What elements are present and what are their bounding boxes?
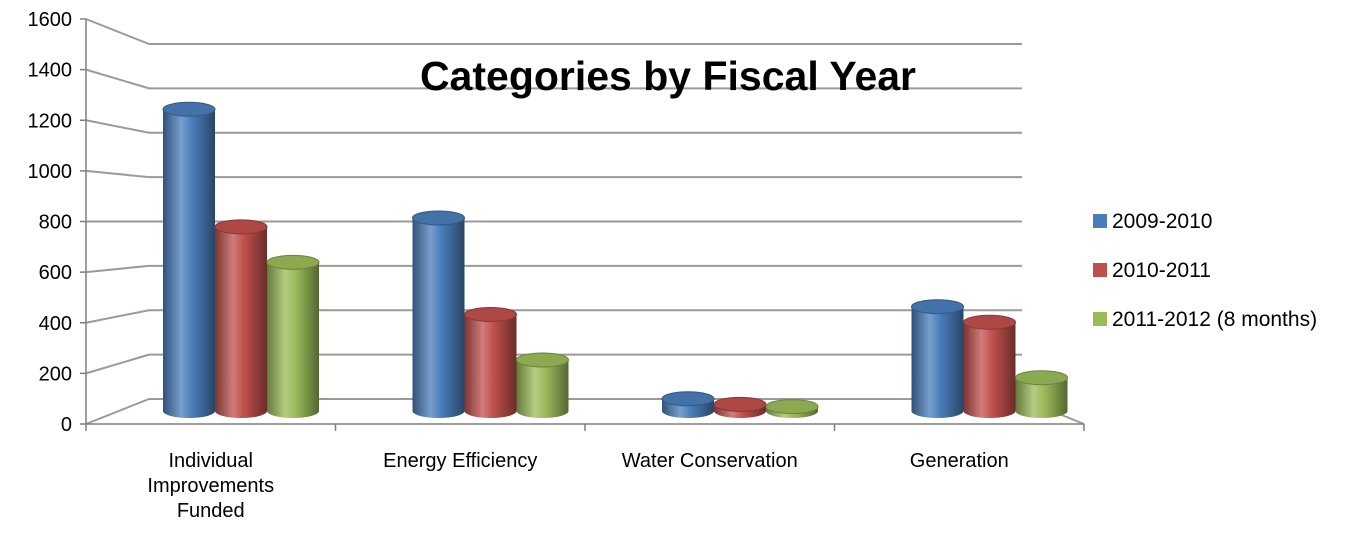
side-gridline (85, 18, 150, 45)
category-label-line: Individual (168, 450, 253, 472)
bar (214, 219, 268, 418)
bar-top (1015, 370, 1068, 386)
category-label-line: Improvements (147, 475, 274, 497)
y-tick-label: 600 (39, 262, 72, 284)
legend-label: 2009-2010 (1112, 210, 1212, 233)
side-gridline (85, 119, 150, 134)
bar-body (267, 262, 319, 418)
legend-label: 2010-2011 (1112, 259, 1211, 282)
bar-body (163, 109, 215, 418)
bar-top (713, 396, 767, 412)
bar-top (661, 391, 715, 407)
bars (162, 101, 1068, 418)
side-gridline (85, 169, 150, 179)
bar-top (963, 314, 1016, 330)
y-tick-label: 800 (39, 212, 72, 234)
bar (713, 396, 767, 418)
bar-top (765, 399, 819, 415)
bar-body (911, 306, 964, 418)
bar-body (516, 359, 569, 418)
y-tick-label: 1200 (28, 110, 73, 132)
category-label: Individual Improvements Funded (147, 450, 274, 522)
bar (911, 299, 964, 418)
bar-body (464, 314, 517, 418)
bar (266, 254, 320, 418)
bar-body (215, 226, 267, 418)
bar-body (1015, 377, 1068, 418)
bar-top (266, 254, 320, 270)
bar-top (464, 306, 517, 322)
bar-top (516, 352, 569, 368)
category-label: Water Conservation (622, 450, 798, 472)
bar (661, 391, 715, 418)
bar (162, 101, 216, 418)
y-tick-label: 1000 (28, 161, 73, 183)
side-gridline (85, 353, 150, 375)
side-gridline (85, 398, 150, 425)
bar (464, 306, 517, 418)
bar (1015, 370, 1068, 418)
legend-swatch (1093, 214, 1107, 228)
chart-title: Categories by Fiscal Year (420, 53, 916, 99)
legend-swatch (1093, 263, 1107, 277)
category-label-line: Energy Efficiency (383, 450, 537, 472)
legend: 2009-2010 2010-2011 2011-2012 (8 months) (1093, 210, 1317, 331)
category-label-line: Funded (177, 500, 245, 522)
bar-top (162, 101, 216, 117)
bar-body (412, 217, 465, 418)
y-tick-label: 200 (39, 363, 72, 385)
bar (412, 210, 465, 418)
category-label: Generation (910, 450, 1009, 472)
y-tick-label: 1600 (28, 9, 73, 31)
y-tick-label: 0 (61, 414, 72, 436)
legend-label: 2011-2012 (8 months) (1112, 308, 1317, 331)
category-label-line: Generation (910, 450, 1009, 472)
bar-top (214, 219, 268, 235)
bar (516, 352, 569, 418)
bar-top (412, 210, 465, 226)
bar (765, 399, 819, 418)
category-label: Energy Efficiency (383, 450, 537, 472)
bar-top (911, 299, 964, 315)
side-gridline (85, 68, 150, 90)
legend-swatch (1093, 312, 1107, 326)
bar-body (963, 322, 1016, 418)
y-tick-label: 1400 (28, 60, 73, 82)
side-gridline (85, 264, 150, 274)
side-gridline (85, 309, 150, 324)
axes (80, 18, 1085, 431)
category-label-line: Water Conservation (622, 450, 798, 472)
bar (963, 314, 1016, 418)
y-tick-label: 400 (39, 313, 72, 335)
